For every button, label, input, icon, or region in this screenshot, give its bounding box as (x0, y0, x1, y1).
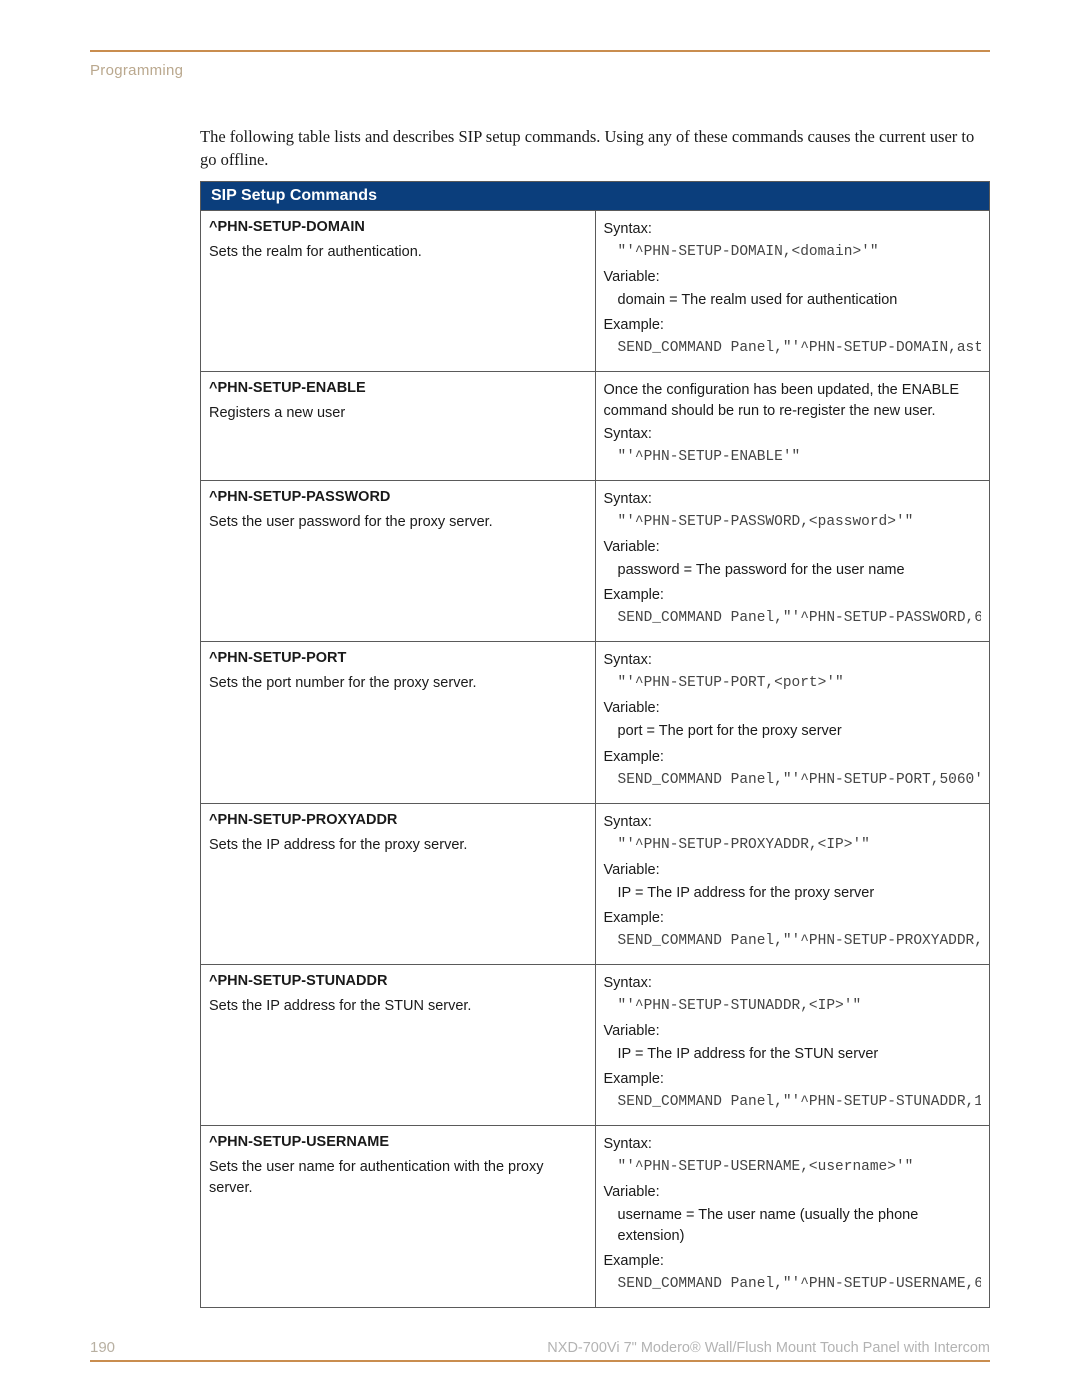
description-cell: Syntax:"'^PHN-SETUP-PROXYADDR,<IP>'" Vari… (595, 803, 990, 964)
description-cell: Syntax:"'^PHN-SETUP-PASSWORD,<password>'… (595, 481, 990, 642)
description-cell: Syntax:"'^PHN-SETUP-STUNADDR,<IP>'" Varia… (595, 964, 990, 1125)
command-name: ^PHN-SETUP-PASSWORD (209, 487, 587, 508)
code-line: SEND_COMMAND Panel,"'^PHN-SETUP-PORT,506… (604, 770, 982, 791)
code-line: "'^PHN-SETUP-DOMAIN,<domain>'" (604, 242, 982, 263)
command-name: ^PHN-SETUP-STUNADDR (209, 971, 587, 992)
footer: 190 NXD-700Vi 7" Modero® Wall/Flush Moun… (90, 1339, 990, 1362)
command-cell: ^PHN-SETUP-PROXYADDR Sets the IP address … (201, 803, 596, 964)
intro-paragraph: The following table lists and describes … (200, 125, 990, 171)
code-line: "'^PHN-SETUP-PORT,<port>'" (604, 673, 982, 694)
command-cell: ^PHN-SETUP-PASSWORD Sets the user passwor… (201, 481, 596, 642)
table-row: ^PHN-SETUP-STUNADDR Sets the IP address f… (201, 964, 990, 1125)
indent-line: IP = The IP address for the proxy server (604, 883, 982, 904)
label-line: Once the configuration has been updated,… (604, 380, 982, 422)
label-line: Variable: (604, 1021, 982, 1042)
table-row: ^PHN-SETUP-ENABLE Registers a new user Onc… (201, 372, 990, 481)
command-desc: Sets the realm for authentication. (209, 242, 587, 263)
label-line: Example: (604, 1069, 982, 1090)
command-cell: ^PHN-SETUP-PORT Sets the port number for … (201, 642, 596, 803)
code-line: "'^PHN-SETUP-ENABLE'" (604, 447, 982, 468)
indent-line: domain = The realm used for authenticati… (604, 290, 982, 311)
command-cell: ^PHN-SETUP-ENABLE Registers a new user (201, 372, 596, 481)
label-line: Example: (604, 747, 982, 768)
sip-commands-table: SIP Setup Commands ^PHN-SETUP-DOMAIN Sets… (200, 181, 990, 1308)
command-desc: Sets the user name for authentication wi… (209, 1157, 587, 1199)
description-cell: Syntax:"'^PHN-SETUP-USERNAME,<username>'… (595, 1125, 990, 1307)
command-name: ^PHN-SETUP-DOMAIN (209, 217, 587, 238)
code-line: SEND_COMMAND Panel,"'^PHN-SETUP-DOMAIN,a… (604, 338, 982, 359)
label-line: Syntax: (604, 812, 982, 833)
indent-line: IP = The IP address for the STUN server (604, 1044, 982, 1065)
code-line: "'^PHN-SETUP-PASSWORD,<password>'" (604, 512, 982, 533)
label-line: Syntax: (604, 973, 982, 994)
code-line: SEND_COMMAND Panel,"'^PHN-SETUP-PASSWORD… (604, 608, 982, 629)
label-line: Example: (604, 908, 982, 929)
indent-line: password = The password for the user nam… (604, 560, 982, 581)
description-cell: Once the configuration has been updated,… (595, 372, 990, 481)
code-line: "'^PHN-SETUP-USERNAME,<username>'" (604, 1157, 982, 1178)
table-row: ^PHN-SETUP-PORT Sets the port number for … (201, 642, 990, 803)
label-line: Variable: (604, 537, 982, 558)
label-line: Variable: (604, 1182, 982, 1203)
indent-line: username = The user name (usually the ph… (604, 1205, 982, 1247)
command-name: ^PHN-SETUP-PROXYADDR (209, 810, 587, 831)
table-header: SIP Setup Commands (201, 182, 990, 211)
code-line: SEND_COMMAND Panel,"'^PHN-SETUP-USERNAME… (604, 1274, 982, 1295)
description-cell: Syntax:"'^PHN-SETUP-PORT,<port>'" Variabl… (595, 642, 990, 803)
code-line: SEND_COMMAND Panel,"'^PHN-SETUP-PROXYADD… (604, 931, 982, 952)
indent-line: port = The port for the proxy server (604, 721, 982, 742)
doc-title: NXD-700Vi 7" Modero® Wall/Flush Mount To… (547, 1340, 990, 1356)
command-name: ^PHN-SETUP-PORT (209, 648, 587, 669)
command-name: ^PHN-SETUP-ENABLE (209, 378, 587, 399)
code-line: SEND_COMMAND Panel,"'^PHN-SETUP-STUNADDR… (604, 1092, 982, 1113)
label-line: Variable: (604, 267, 982, 288)
table-row: ^PHN-SETUP-DOMAIN Sets the realm for auth… (201, 211, 990, 372)
label-line: Example: (604, 585, 982, 606)
table-row: ^PHN-SETUP-PROXYADDR Sets the IP address … (201, 803, 990, 964)
command-desc: Sets the port number for the proxy serve… (209, 673, 587, 694)
top-rule (90, 50, 990, 52)
command-desc: Registers a new user (209, 403, 587, 424)
command-desc: Sets the IP address for the STUN server. (209, 996, 587, 1017)
code-line: "'^PHN-SETUP-PROXYADDR,<IP>'" (604, 835, 982, 856)
label-line: Syntax: (604, 489, 982, 510)
label-line: Example: (604, 1251, 982, 1272)
command-cell: ^PHN-SETUP-STUNADDR Sets the IP address f… (201, 964, 596, 1125)
command-desc: Sets the IP address for the proxy server… (209, 835, 587, 856)
label-line: Variable: (604, 860, 982, 881)
command-cell: ^PHN-SETUP-USERNAME Sets the user name fo… (201, 1125, 596, 1307)
label-line: Syntax: (604, 650, 982, 671)
label-line: Example: (604, 315, 982, 336)
section-label: Programming (90, 62, 990, 79)
description-cell: Syntax:"'^PHN-SETUP-DOMAIN,<domain>'" Var… (595, 211, 990, 372)
label-line: Variable: (604, 698, 982, 719)
code-line: "'^PHN-SETUP-STUNADDR,<IP>'" (604, 996, 982, 1017)
table-row: ^PHN-SETUP-USERNAME Sets the user name fo… (201, 1125, 990, 1307)
command-desc: Sets the user password for the proxy ser… (209, 512, 587, 533)
table-row: ^PHN-SETUP-PASSWORD Sets the user passwor… (201, 481, 990, 642)
page-number: 190 (90, 1339, 115, 1356)
command-cell: ^PHN-SETUP-DOMAIN Sets the realm for auth… (201, 211, 596, 372)
label-line: Syntax: (604, 424, 982, 445)
command-name: ^PHN-SETUP-USERNAME (209, 1132, 587, 1153)
label-line: Syntax: (604, 219, 982, 240)
label-line: Syntax: (604, 1134, 982, 1155)
